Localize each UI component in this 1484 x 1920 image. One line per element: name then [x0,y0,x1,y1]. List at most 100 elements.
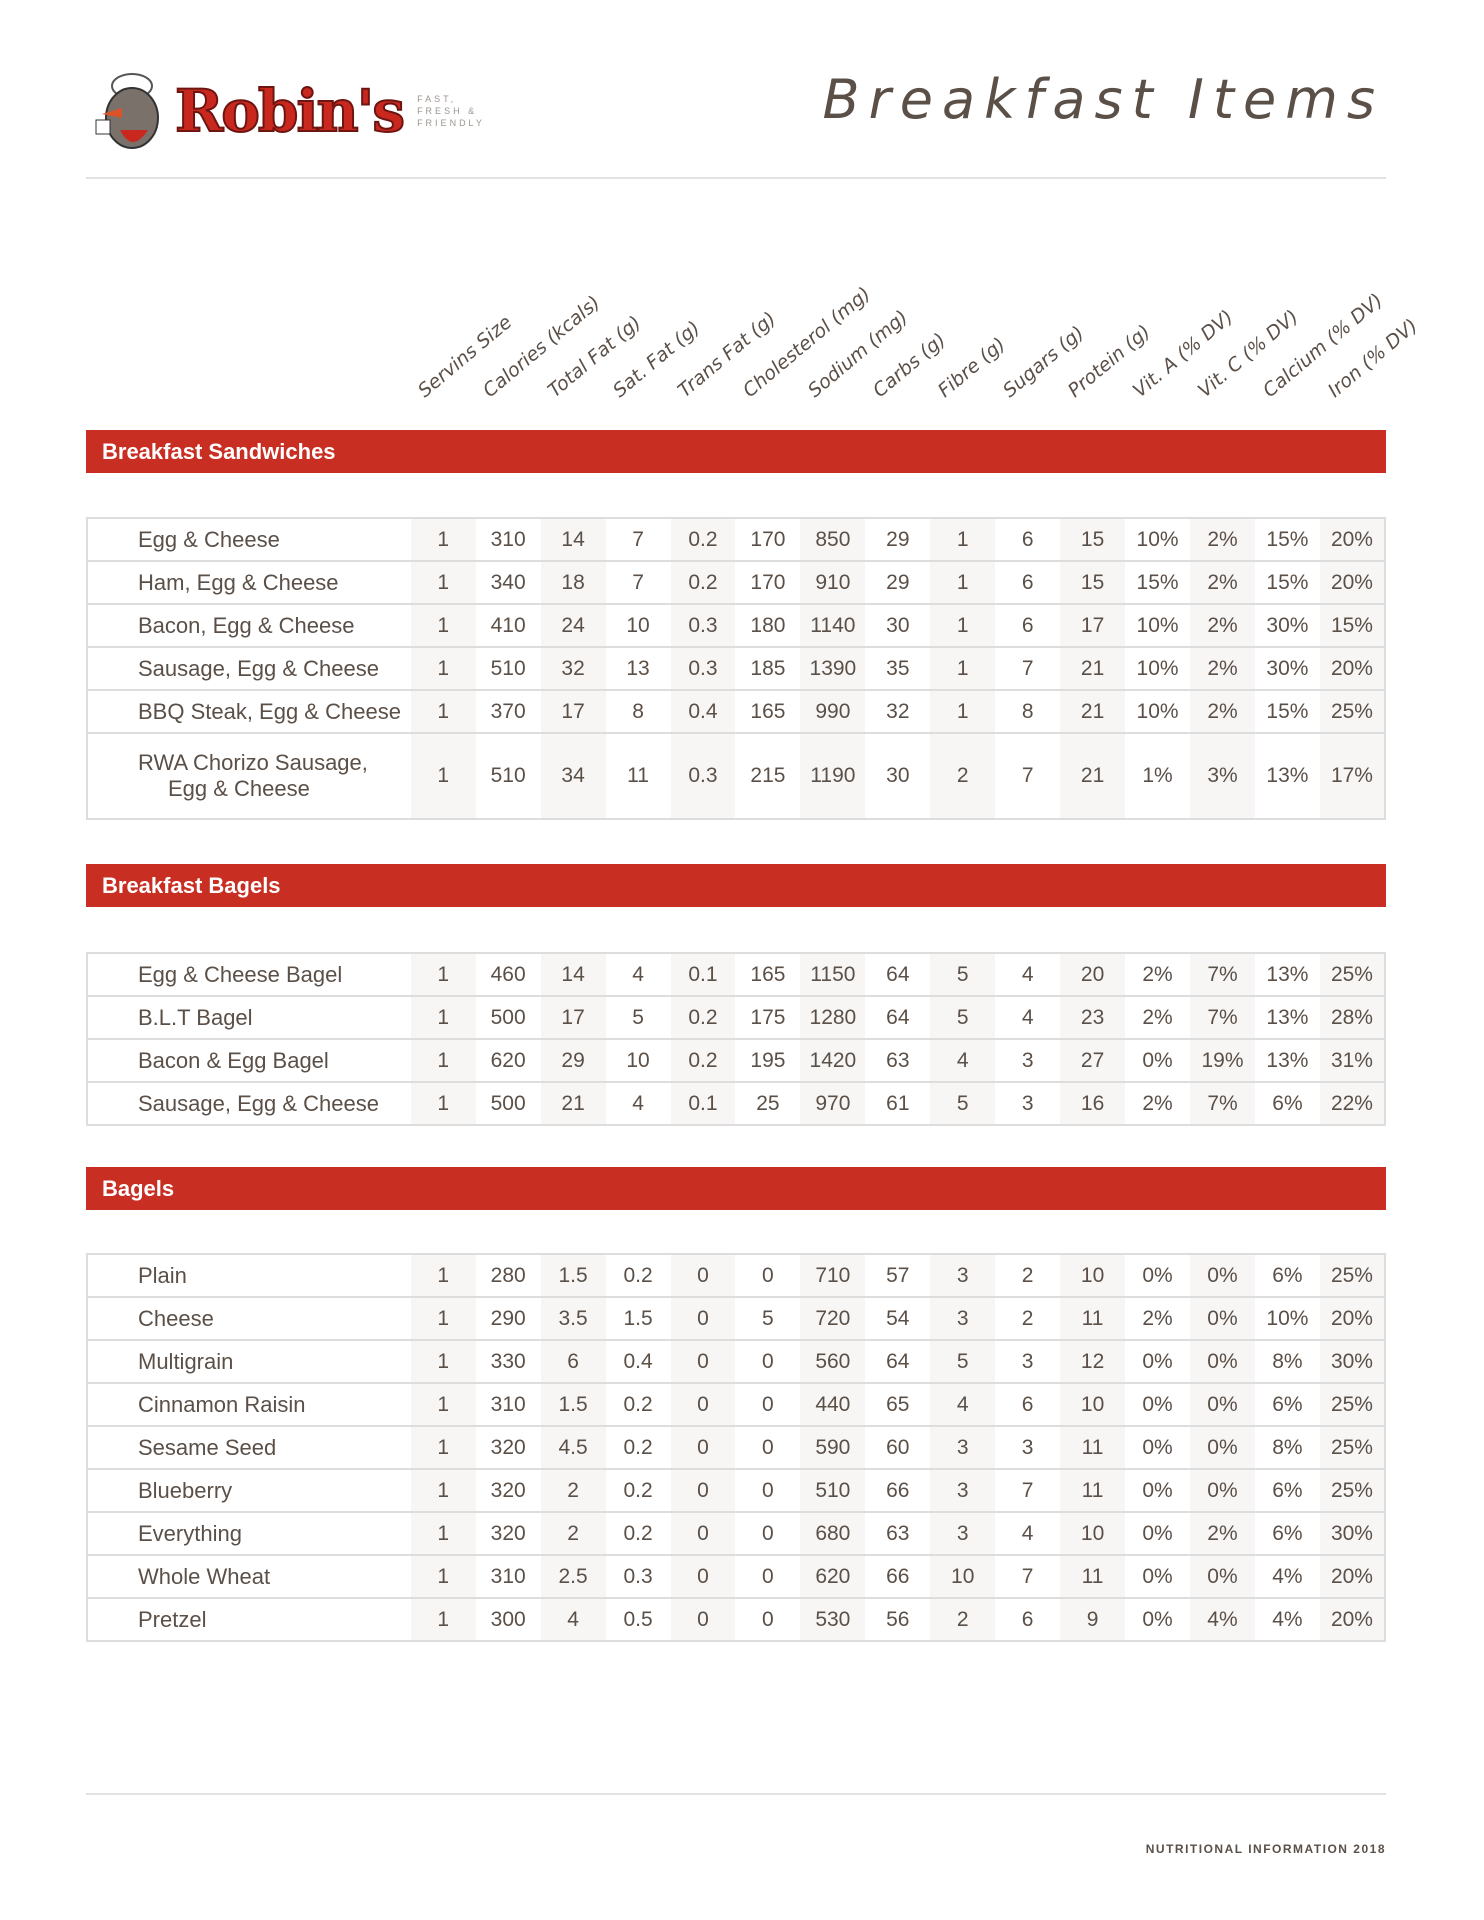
value-cell: 1 [930,689,996,733]
value-cell: 13% [1254,995,1320,1039]
item-name: Blueberry [87,1468,411,1512]
value-cell: 15% [1254,517,1320,561]
value-cell: 3 [930,1425,996,1469]
value-cell: 11 [605,732,671,819]
value-cell: 4 [995,1511,1061,1555]
value-cell: 0 [670,1425,736,1469]
value-cell: 11 [1060,1296,1126,1340]
value-cell: 20% [1319,560,1385,604]
value-cell: 12 [1060,1339,1126,1383]
value-cell: 10% [1254,1296,1320,1340]
value-cell: 0.2 [605,1382,671,1426]
value-cell: 20 [1060,952,1126,996]
value-cell: 1 [410,952,476,996]
value-cell: 0 [735,1554,801,1598]
value-cell: 0.3 [605,1554,671,1598]
value-cell: 20% [1319,1554,1385,1598]
value-cell: 32 [865,689,931,733]
value-cell: 7 [995,1554,1061,1598]
value-cell: 215 [735,732,801,819]
value-cell: 4.5 [540,1425,606,1469]
value-cell: 0.2 [605,1253,671,1297]
value-cell: 13 [605,646,671,690]
value-cell: 1 [930,517,996,561]
value-cell: 3% [1190,732,1255,819]
value-cell: 17 [1060,603,1126,647]
value-cell: 0.2 [670,995,736,1039]
table-row: Cinnamon Raisin 1 310 1.5 0.2 0 0 440 65 4 6 10 0% 0%… [87,1382,1385,1426]
value-cell: 2% [1125,1296,1190,1340]
value-cell: 2% [1190,1511,1255,1555]
value-cell: 180 [735,603,801,647]
value-cell: 170 [735,560,801,604]
value-cell: 1.5 [540,1382,606,1426]
value-cell: 1 [410,995,476,1039]
column-header-label: Calories (kcals) [478,291,605,402]
value-cell: 30 [865,732,931,819]
item-name-line: BBQ Steak, Egg & Cheese [138,698,401,724]
value-cell: 0 [670,1339,736,1383]
item-name: Bacon & Egg Bagel [87,1038,411,1082]
item-name: Cheese [87,1296,411,1340]
item-name-line: Bacon, Egg & Cheese [138,612,355,638]
value-cell: 30% [1254,603,1320,647]
value-cell: 17% [1319,732,1385,819]
value-cell: 340 [475,560,541,604]
table-row: B.L.T Bagel 1 500 17 5 0.2 175 1280 64 5 4 23 2% 7% 13… [87,995,1385,1039]
item-name: Plain [87,1253,411,1297]
value-cell: 1 [930,646,996,690]
value-cell: 25 [735,1081,801,1125]
value-cell: 30% [1319,1511,1385,1555]
value-cell: 0% [1190,1253,1255,1297]
value-cell: 320 [475,1425,541,1469]
top-divider [86,177,1386,179]
value-cell: 56 [865,1597,931,1641]
value-cell: 10 [1060,1382,1126,1426]
value-cell: 2% [1125,1081,1191,1125]
value-cell: 7 [995,1468,1061,1512]
value-cell: 10 [930,1554,996,1598]
value-cell: 680 [800,1511,866,1555]
value-cell: 2.5 [540,1554,606,1598]
table-row: Everything 1 320 2 0.2 0 0 680 63 3 4 10 0% 2% 6% 30% [87,1511,1385,1555]
value-cell: 1390 [800,646,866,690]
value-cell: 970 [800,1081,866,1125]
item-name: Bacon, Egg & Cheese [87,603,411,647]
value-cell: 710 [800,1253,866,1297]
value-cell: 7 [995,646,1061,690]
value-cell: 35 [865,646,931,690]
value-cell: 14 [540,517,606,561]
item-name-line: Everything [138,1520,242,1546]
value-cell: 0.2 [605,1511,671,1555]
value-cell: 310 [475,517,541,561]
value-cell: 3 [995,1038,1061,1082]
value-cell: 460 [475,952,541,996]
value-cell: 2 [930,1597,996,1641]
value-cell: 4 [930,1382,996,1426]
table-row: Whole Wheat 1 310 2.5 0.3 0 0 620 66 10 7 11 0% 0% 4% 2… [87,1554,1385,1598]
value-cell: 5 [930,1339,996,1383]
table-row: Plain 1 280 1.5 0.2 0 0 710 57 3 2 10 0% 0% 6% 25% [87,1253,1385,1297]
brand-name: Robin's [174,77,406,145]
value-cell: 8 [995,689,1061,733]
value-cell: 0 [670,1554,736,1598]
value-cell: 7 [605,560,671,604]
value-cell: 7% [1190,995,1255,1039]
item-name: B.L.T Bagel [87,995,411,1039]
value-cell: 500 [475,995,541,1039]
value-cell: 1 [410,1425,476,1469]
value-cell: 15% [1319,603,1385,647]
value-cell: 1 [410,560,476,604]
value-cell: 2 [930,732,996,819]
value-cell: 2% [1190,560,1255,604]
value-cell: 1 [410,1511,476,1555]
value-cell: 7% [1190,952,1255,996]
value-cell: 3 [995,1425,1061,1469]
value-cell: 6 [995,560,1061,604]
table-row: Blueberry 1 320 2 0.2 0 0 510 66 3 7 11 0% 0% 6% 25% [87,1468,1385,1512]
value-cell: 15% [1254,560,1320,604]
item-name-line: RWA Chorizo Sausage, [138,750,368,775]
value-cell: 17 [540,689,606,733]
value-cell: 3 [930,1296,996,1340]
value-cell: 2% [1125,995,1191,1039]
